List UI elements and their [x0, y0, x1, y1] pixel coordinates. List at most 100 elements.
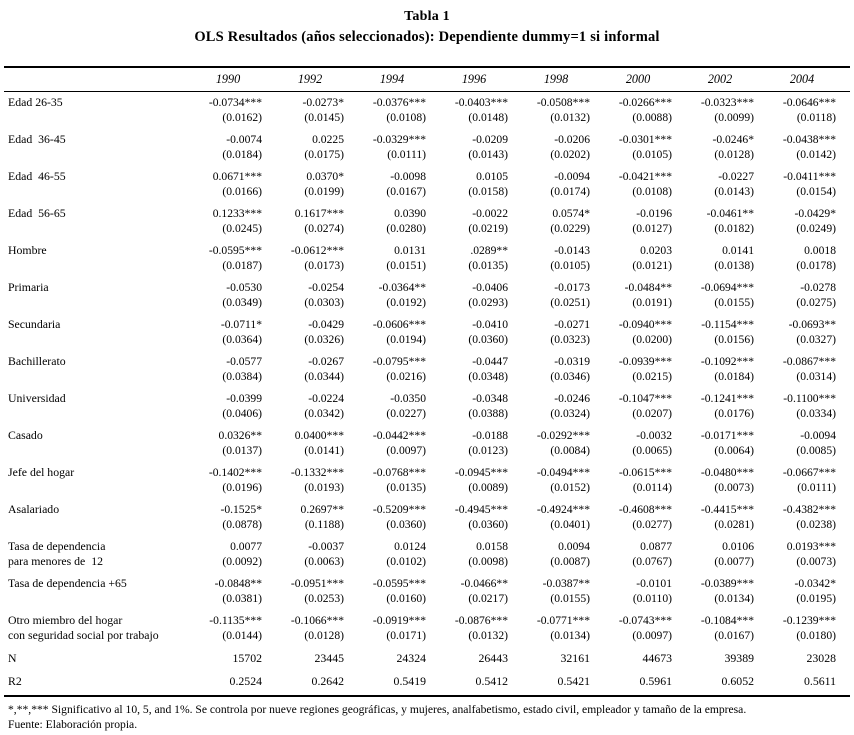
- se-cell: (0.0144): [222, 629, 262, 642]
- row-label: Universidad: [8, 391, 66, 405]
- se-cell: (0.0192): [386, 296, 426, 309]
- row-label: Tasa de dependencia +65: [8, 576, 127, 590]
- se-cell: (0.0277): [632, 518, 672, 531]
- se-cell: (0.0064): [714, 444, 754, 457]
- se-cell: (0.0092): [222, 555, 262, 568]
- stderr-row: para menores de 12 (0.0092) (0.0063) (0.010…: [4, 554, 850, 573]
- se-cell: (0.0360): [468, 333, 508, 346]
- row-label: Edad 56-65: [8, 206, 66, 220]
- coef-cell: 0.0124: [394, 540, 426, 553]
- se-cell: (0.0088): [632, 111, 672, 124]
- coef-cell: -0.0267: [308, 355, 344, 368]
- se-cell: (0.0148): [468, 111, 508, 124]
- se-cell: (0.0155): [714, 296, 754, 309]
- se-cell: (0.0087): [550, 555, 590, 568]
- se-cell: (0.0349): [222, 296, 262, 309]
- coef-cell: -0.0254: [308, 281, 344, 294]
- coef-cell: -0.0867***: [782, 355, 836, 368]
- stderr-row: (0.0137) (0.0141) (0.0097) (0.0123) (0.0084)…: [4, 443, 850, 462]
- year-header: 2000: [604, 66, 686, 92]
- coef-cell: -0.0693**: [788, 318, 836, 331]
- year-header-row: 1990 1992 1994 1996 1998 2000 2002 2004: [4, 66, 850, 92]
- coef-cell: -0.0196: [636, 207, 672, 220]
- coef-cell: -0.0771***: [536, 614, 590, 627]
- se-cell: (0.0108): [632, 185, 672, 198]
- row-label-line2: [4, 295, 194, 314]
- se-cell: (0.0135): [468, 259, 508, 272]
- row-label-line2: [4, 332, 194, 351]
- year-header: 1998: [522, 66, 604, 92]
- coef-cell: -0.0364**: [378, 281, 426, 294]
- summary-row: N 15702 23445 24324 26443 32161 44673 39389 2302…: [4, 647, 850, 670]
- se-cell: (0.0105): [632, 148, 672, 161]
- coef-cell: -0.0480***: [700, 466, 754, 479]
- coef-cell: -0.1047***: [618, 392, 672, 405]
- coef-cell: 0.0225: [312, 133, 344, 146]
- stderr-row: (0.0162) (0.0145) (0.0108) (0.0148) (0.0132)…: [4, 110, 850, 129]
- summary-cell: 23028: [806, 651, 837, 665]
- coef-cell: -0.0466**: [460, 577, 508, 590]
- summary-cell: 23445: [314, 651, 345, 665]
- stderr-row: (0.0381) (0.0253) (0.0160) (0.0217) (0.0155)…: [4, 591, 850, 610]
- coef-cell: -0.0037: [308, 540, 344, 553]
- se-cell: (0.0360): [386, 518, 426, 531]
- year-header: 2002: [686, 66, 768, 92]
- summary-row: R2 0.2524 0.2642 0.5419 0.5412 0.5421 0.5961 0.…: [4, 670, 850, 697]
- year-header: 1996: [440, 66, 522, 92]
- coef-cell: -0.0429: [308, 318, 344, 331]
- se-cell: (0.0184): [222, 148, 262, 161]
- se-cell: (0.0229): [550, 222, 590, 235]
- coefficient-row: Casado 0.0326** 0.0400*** -0.0442*** -0.0188…: [4, 425, 850, 443]
- se-cell: (0.0111): [387, 148, 426, 161]
- summary-label: R2: [4, 670, 194, 697]
- coef-cell: -0.0022: [472, 207, 508, 220]
- se-cell: (0.0155): [550, 592, 590, 605]
- coef-cell: -0.0278: [800, 281, 836, 294]
- se-cell: (0.0105): [550, 259, 590, 272]
- stderr-row: (0.0349) (0.0303) (0.0192) (0.0293) (0.0251)…: [4, 295, 850, 314]
- year-header: 1992: [276, 66, 358, 92]
- coef-cell: -0.0209: [472, 133, 508, 146]
- coef-cell: -0.1239***: [782, 614, 836, 627]
- table-body: Edad 26-35 -0.0734*** -0.0273* -0.0376*** -0…: [4, 92, 850, 697]
- se-cell: (0.0158): [468, 185, 508, 198]
- coefficient-row: Edad 26-35 -0.0734*** -0.0273* -0.0376*** -0…: [4, 92, 850, 111]
- se-cell: (0.0215): [632, 370, 672, 383]
- se-cell: (0.0162): [222, 111, 262, 124]
- se-cell: (0.0193): [304, 481, 344, 494]
- se-cell: (0.0114): [632, 481, 672, 494]
- se-cell: (0.0166): [222, 185, 262, 198]
- row-label: Secundaria: [8, 317, 61, 331]
- coef-cell: -0.0173: [554, 281, 590, 294]
- se-cell: (0.0314): [796, 370, 836, 383]
- coef-cell: 0.0326**: [218, 429, 262, 442]
- coefficient-row: Tasa de dependencia 0.0077 -0.0037 0.0124 0.…: [4, 536, 850, 554]
- se-cell: (0.0154): [796, 185, 836, 198]
- coef-cell: -0.0945***: [454, 466, 508, 479]
- se-cell: (0.0280): [386, 222, 426, 235]
- table-number-title: Tabla 1: [404, 9, 450, 24]
- coef-cell: -0.0348: [472, 392, 508, 405]
- se-cell: (0.0132): [550, 111, 590, 124]
- se-cell: (0.0143): [468, 148, 508, 161]
- stderr-row: (0.0406) (0.0342) (0.0227) (0.0388) (0.0324)…: [4, 406, 850, 425]
- coef-cell: 0.0131: [394, 244, 426, 257]
- se-cell: (0.0073): [714, 481, 754, 494]
- se-cell: (0.0196): [222, 481, 262, 494]
- coef-cell: -0.0615***: [618, 466, 672, 479]
- coef-cell: .0289**: [470, 244, 508, 257]
- coef-cell: -0.0292***: [536, 429, 590, 442]
- summary-cell: 0.5421: [522, 670, 604, 697]
- coef-cell: -0.0508***: [536, 96, 590, 109]
- row-label: Bachillerato: [8, 354, 66, 368]
- se-cell: (0.0121): [632, 259, 672, 272]
- summary-cell: 0.2642: [276, 670, 358, 697]
- coef-cell: -0.0612***: [290, 244, 344, 257]
- row-label-line2: [4, 147, 194, 166]
- coef-cell: -0.0461**: [706, 207, 754, 220]
- row-label: Edad 26-35: [8, 95, 63, 109]
- coef-cell: 0.0671***: [212, 170, 262, 183]
- se-cell: (0.0406): [222, 407, 262, 420]
- coef-cell: -0.1402***: [208, 466, 262, 479]
